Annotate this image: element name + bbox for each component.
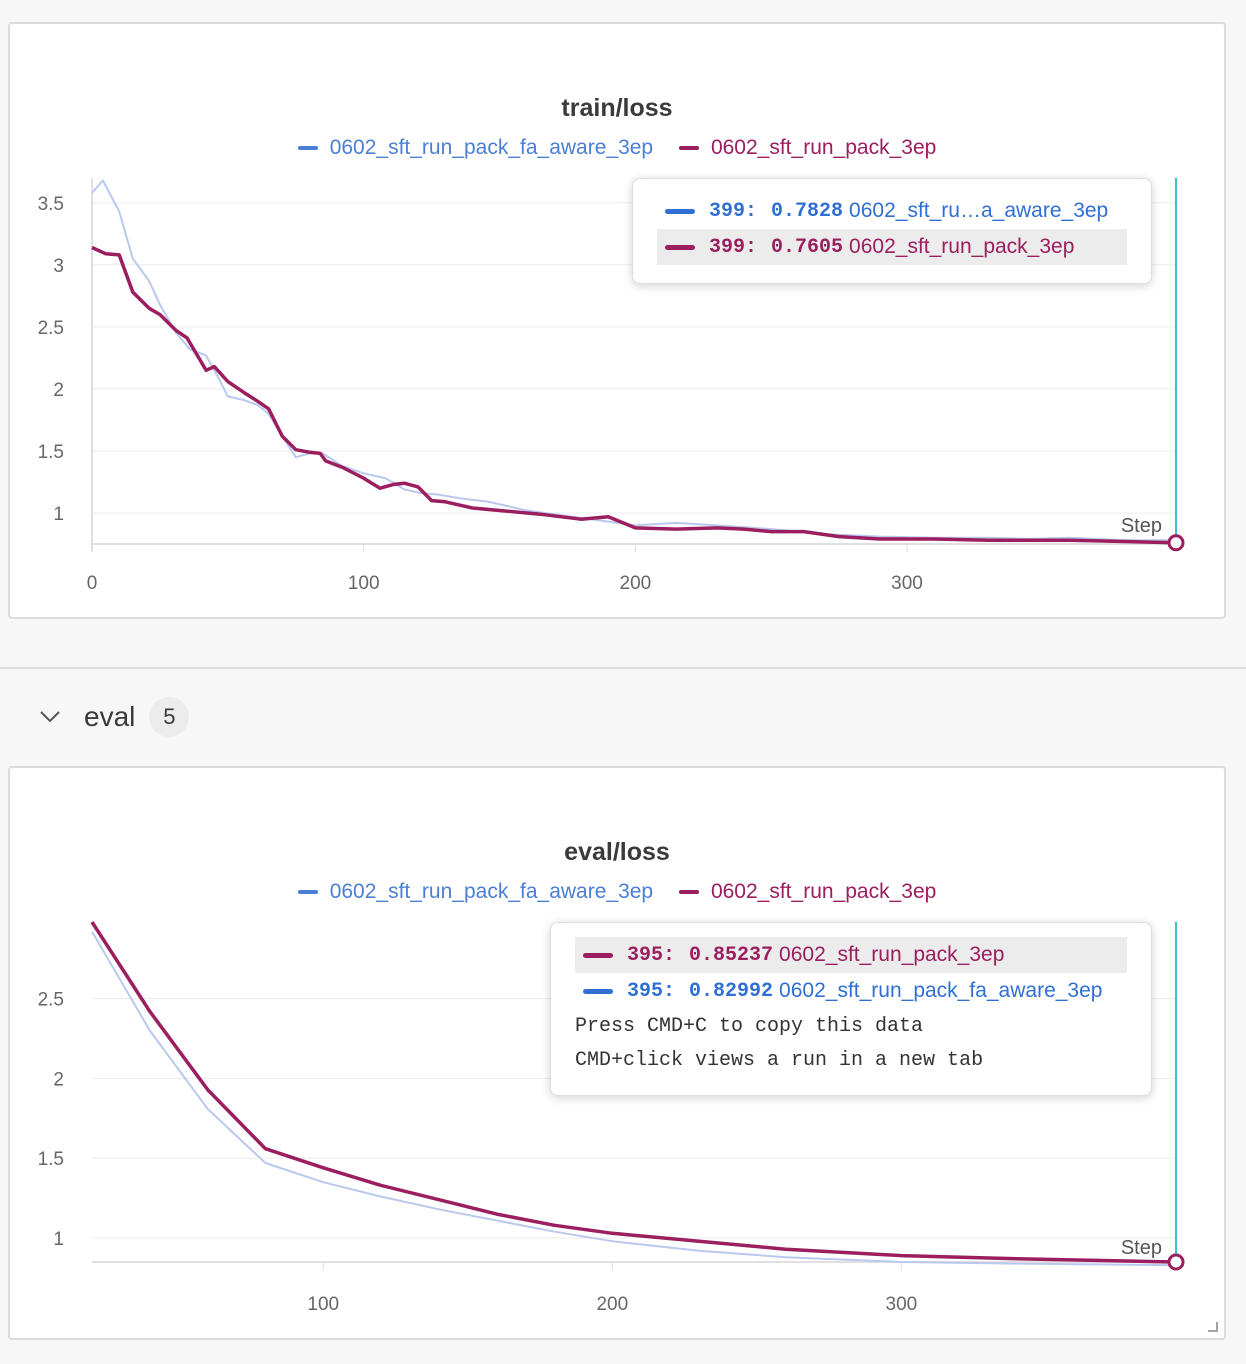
x-tick-label: 0 (87, 573, 98, 594)
section-header-eval[interactable]: eval 5 (30, 694, 190, 740)
chart-title: eval/loss (564, 838, 670, 866)
tooltip-swatch (665, 208, 695, 214)
hover-tooltip: 399 : 0.7828 0602_sft_ru…a_aware_3ep 399… (632, 178, 1152, 284)
hover-tooltip: 395 : 0.85237 0602_sft_run_pack_3ep 395 … (550, 922, 1152, 1096)
train-loss-plot[interactable]: 1 1.5 2 2.5 3 3.5 0 100 200 300 Step (10, 24, 1224, 617)
legend-item-pack[interactable]: 0602_sft_run_pack_3ep (678, 880, 937, 904)
legend-label: 0602_sft_run_pack_fa_aware_3ep (329, 880, 654, 903)
x-tick-label: 200 (620, 573, 652, 594)
y-tick-label: 1.5 (38, 442, 64, 463)
tooltip-swatch (583, 988, 613, 994)
legend-label: 0602_sft_run_pack_3ep (710, 880, 937, 903)
tooltip-run-name: 0602_sft_run_pack_3ep (849, 235, 1075, 258)
legend-item-pack[interactable]: 0602_sft_run_pack_3ep (678, 136, 937, 160)
y-tick-label: 1 (53, 504, 64, 525)
x-tick-label: 100 (348, 573, 380, 594)
tooltip-value: 0.82992 (689, 979, 774, 1003)
tooltip-step: 395 (627, 943, 664, 967)
tooltip-run-name: 0602_sft_run_pack_fa_aware_3ep (779, 979, 1103, 1002)
y-tick-label: 1.5 (38, 1149, 64, 1170)
chart-legend: 0602_sft_run_pack_fa_aware_3ep 0602_sft_… (10, 132, 1224, 160)
section-divider (0, 667, 1246, 669)
eval-loss-plot[interactable]: 1 1.5 2 2.5 100 200 300 Step (10, 768, 1224, 1338)
x-tick-label: 300 (891, 573, 923, 594)
tooltip-copy-hint: Press CMD+C to copy this data (575, 1014, 924, 1038)
chart-legend: 0602_sft_run_pack_fa_aware_3ep 0602_sft_… (10, 876, 1224, 904)
legend-swatch (297, 146, 318, 150)
legend-label: 0602_sft_run_pack_fa_aware_3ep (329, 136, 654, 159)
tooltip-value: 0.85237 (689, 943, 774, 967)
x-tick-label: 300 (886, 1294, 918, 1315)
section-title: eval (84, 701, 136, 732)
x-tick-label: 200 (596, 1294, 628, 1315)
legend-item-fa-aware[interactable]: 0602_sft_run_pack_fa_aware_3ep (297, 136, 654, 160)
series-line-fa-aware (91, 179, 1176, 542)
y-tick-label: 1 (53, 1229, 64, 1250)
chevron-down-icon[interactable] (30, 697, 70, 737)
y-tick-label: 2.5 (38, 990, 64, 1011)
series-line-pack (90, 921, 1177, 1264)
tooltip-sep: : (663, 979, 676, 1003)
y-tick-label: 2 (53, 1069, 64, 1090)
tooltip-sep: : (745, 235, 758, 259)
tooltip-run-name: 0602_sft_ru…a_aware_3ep (849, 199, 1109, 222)
legend-label: 0602_sft_run_pack_3ep (710, 136, 937, 159)
tooltip-swatch (583, 952, 613, 958)
y-tick-label: 2.5 (38, 318, 64, 339)
x-axis-label: Step (1121, 1237, 1162, 1259)
y-tick-label: 3 (53, 256, 64, 277)
x-tick-label: 100 (307, 1294, 339, 1315)
legend-item-fa-aware[interactable]: 0602_sft_run_pack_fa_aware_3ep (297, 880, 654, 904)
hover-marker (1167, 1253, 1185, 1271)
train-loss-panel: train/loss 0602_sft_run_pack_fa_aware_3e… (8, 22, 1226, 619)
tooltip-row-pack[interactable]: 395 : 0.85237 0602_sft_run_pack_3ep (575, 937, 1127, 973)
tooltip-step: 399 (709, 199, 746, 223)
tooltip-row-fa-aware[interactable]: 399 : 0.7828 0602_sft_ru…a_aware_3ep (657, 193, 1127, 229)
tooltip-value: 0.7828 (771, 199, 844, 223)
tooltip-run-name: 0602_sft_run_pack_3ep (779, 943, 1005, 966)
tooltip-sep: : (663, 943, 676, 967)
y-tick-label: 3.5 (38, 194, 64, 215)
hover-marker (1167, 534, 1185, 552)
tooltip-click-hint: CMD+click views a run in a new tab (575, 1048, 984, 1072)
tooltip-step: 399 (709, 235, 746, 259)
tooltip-sep: : (745, 199, 758, 223)
series-line-fa-aware (91, 931, 1177, 1267)
legend-swatch (678, 890, 699, 894)
tooltip-swatch (665, 244, 695, 250)
tooltip-step: 395 (627, 979, 664, 1003)
tooltip-row-fa-aware[interactable]: 395 : 0.82992 0602_sft_run_pack_fa_aware… (575, 973, 1127, 1009)
x-axis-label: Step (1121, 515, 1162, 537)
chart-title: train/loss (561, 94, 673, 122)
section-count-badge: 5 (149, 697, 190, 737)
legend-swatch (297, 890, 318, 894)
resize-handle-icon[interactable] (1206, 1320, 1218, 1332)
series-line-pack (91, 245, 1177, 545)
legend-swatch (678, 146, 699, 150)
eval-loss-panel: eval/loss 0602_sft_run_pack_fa_aware_3ep… (8, 766, 1226, 1340)
y-tick-label: 2 (53, 380, 64, 401)
tooltip-value: 0.7605 (771, 235, 844, 259)
tooltip-row-pack[interactable]: 399 : 0.7605 0602_sft_run_pack_3ep (657, 229, 1127, 265)
